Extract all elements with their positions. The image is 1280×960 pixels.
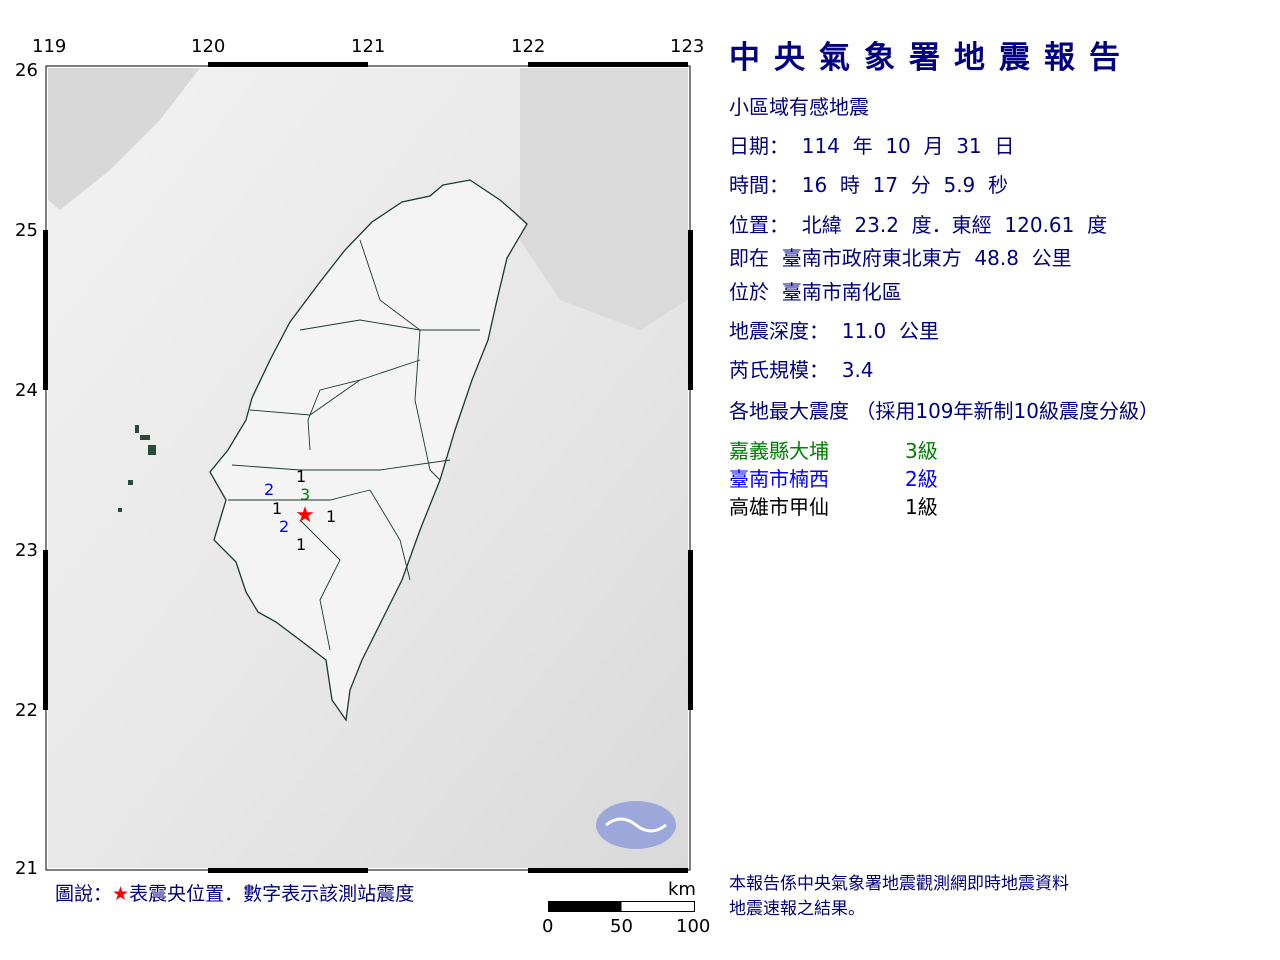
scale-unit: km bbox=[668, 879, 696, 900]
report-type: 小區域有感地震 bbox=[729, 95, 869, 119]
intensity-level: 1級 bbox=[905, 495, 938, 519]
scale-label: 100 bbox=[676, 916, 711, 937]
station-mark: 1 bbox=[296, 467, 306, 486]
penghu-islands bbox=[118, 425, 156, 512]
located-district: 位於 臺南市南化區 bbox=[729, 280, 902, 304]
station-labels: 1 2 1 2 3 1 1 bbox=[264, 467, 336, 554]
time-line: 時間： 16 時 17 分 5.9 秒 bbox=[729, 173, 1008, 197]
lat-tick: 22 bbox=[15, 700, 38, 721]
relative-location: 即在 臺南市政府東北東方 48.8 公里 bbox=[729, 246, 1072, 270]
lat-tick: 21 bbox=[15, 858, 38, 879]
station-mark: 1 bbox=[326, 507, 336, 526]
scale-label: 50 bbox=[610, 916, 633, 937]
legend-star-icon: ★ bbox=[112, 883, 130, 905]
station-name: 臺南市楠西 bbox=[729, 467, 829, 491]
intensity-row: 嘉義縣大埔 3級 bbox=[729, 435, 989, 463]
lat-tick: 25 bbox=[15, 220, 38, 241]
intensity-level: 3級 bbox=[905, 439, 938, 463]
china-coast bbox=[48, 68, 200, 210]
report-footer: 本報告係中央氣象署地震觀測網即時地震資料 地震速報之結果。 bbox=[729, 874, 1069, 919]
station-mark: 1 bbox=[272, 499, 282, 518]
lon-tick: 122 bbox=[511, 36, 546, 57]
lon-tick: 123 bbox=[670, 36, 705, 57]
position-line: 位置： 北緯 23.2 度．東經 120.61 度 bbox=[729, 213, 1108, 237]
date-line: 日期： 114 年 10 月 31 日 bbox=[729, 134, 1015, 158]
report-title: 中央氣象署地震報告 bbox=[729, 40, 1134, 76]
intensity-row: 臺南市楠西 2級 bbox=[729, 463, 989, 491]
station-mark: 3 bbox=[300, 485, 310, 504]
lat-tick: 26 bbox=[15, 60, 38, 81]
intensity-level: 2級 bbox=[905, 467, 938, 491]
map-legend: 圖說：★表震央位置．數字表示該測站震度 bbox=[55, 879, 414, 906]
map: 1 2 1 2 3 1 1 ★ bbox=[43, 62, 693, 873]
lon-tick: 119 bbox=[32, 36, 67, 57]
station-mark: 1 bbox=[296, 535, 306, 554]
county-borders bbox=[228, 239, 480, 651]
intensity-header: 各地最大震度 （採用109年新制10級震度分級） bbox=[729, 399, 1159, 423]
lat-tick: 23 bbox=[15, 540, 38, 561]
legend-prefix: 圖說： bbox=[55, 883, 113, 905]
ryukyu-ridge bbox=[520, 68, 688, 330]
station-mark: 2 bbox=[279, 517, 289, 536]
station-mark: 2 bbox=[264, 480, 274, 499]
lon-tick: 121 bbox=[351, 36, 386, 57]
lon-tick: 120 bbox=[191, 36, 226, 57]
legend-text: 表震央位置．數字表示該測站震度 bbox=[129, 883, 415, 905]
scale-bar bbox=[548, 901, 695, 912]
scale-label: 0 bbox=[542, 916, 554, 937]
station-name: 嘉義縣大埔 bbox=[729, 439, 829, 463]
magnitude-line: 芮氏規模： 3.4 bbox=[729, 358, 874, 382]
lat-tick: 24 bbox=[15, 380, 38, 401]
taiwan-outline bbox=[209, 179, 528, 722]
intensity-row: 高雄市甲仙 1級 bbox=[729, 491, 989, 519]
station-name: 高雄市甲仙 bbox=[729, 495, 829, 519]
frame-scale-bars bbox=[43, 62, 693, 873]
epicenter-star-icon: ★ bbox=[295, 503, 315, 528]
depth-line: 地震深度： 11.0 公里 bbox=[729, 319, 939, 343]
